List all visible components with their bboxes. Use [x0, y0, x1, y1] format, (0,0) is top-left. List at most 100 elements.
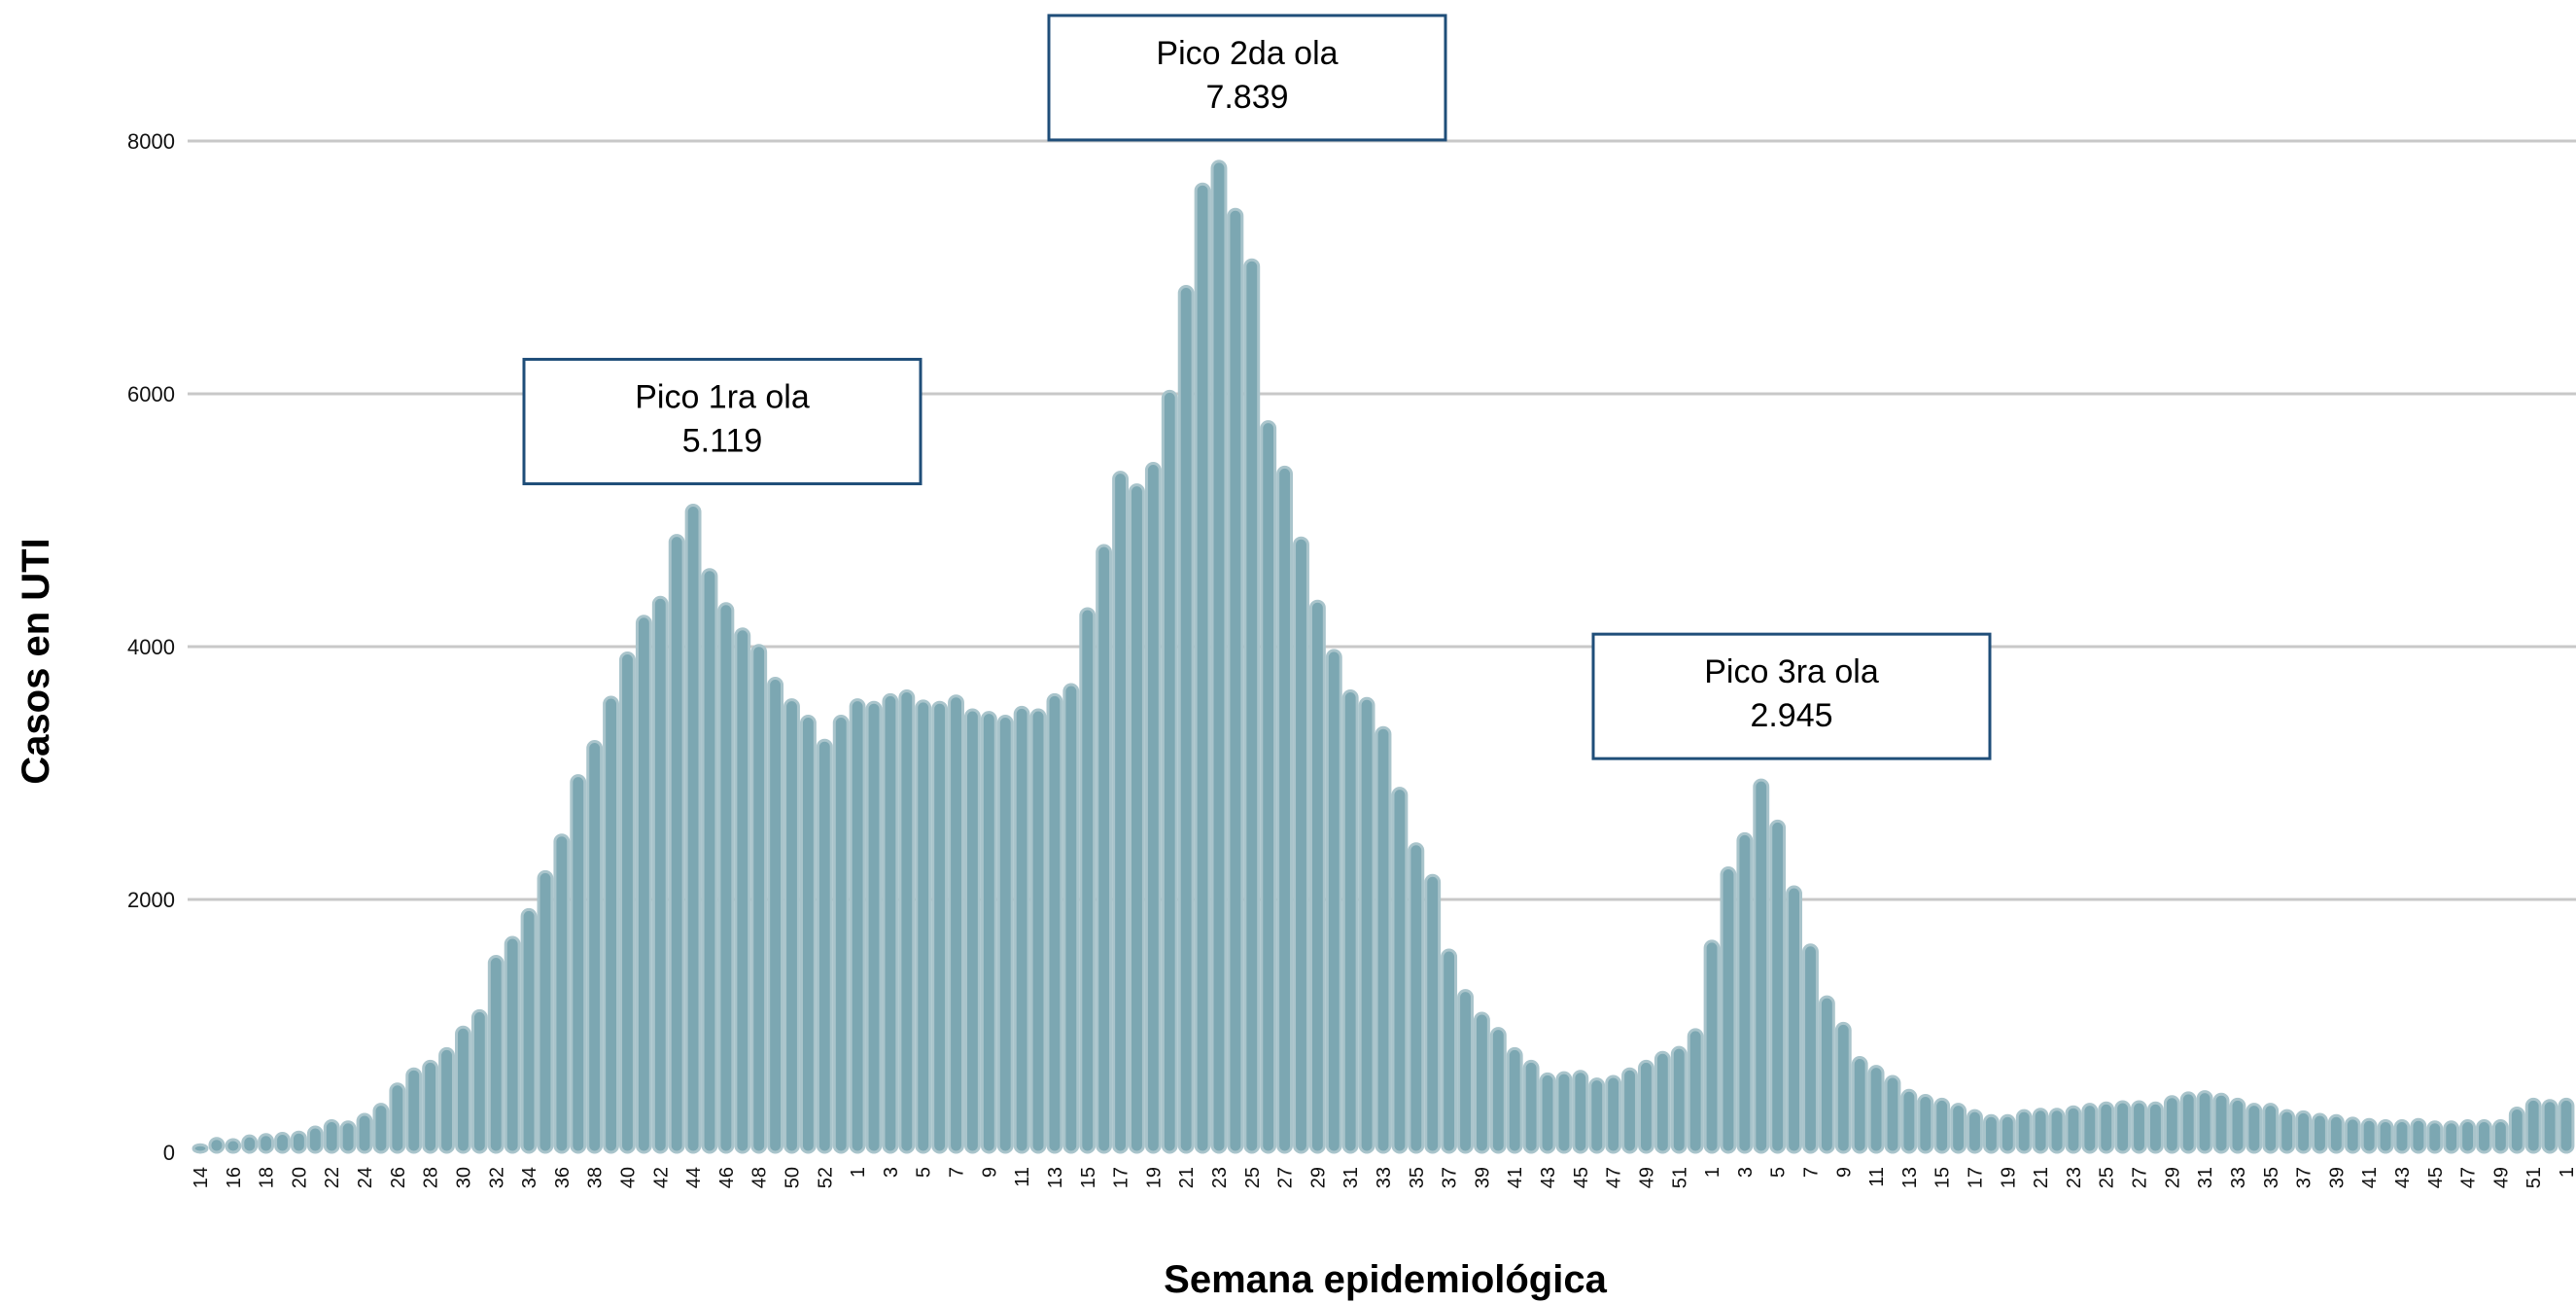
bar	[306, 1125, 324, 1154]
bar	[783, 698, 800, 1154]
x-tick-label: 38	[585, 1167, 607, 1188]
bar	[1834, 1021, 1852, 1154]
bar	[290, 1130, 307, 1154]
x-tick-label: 33	[2228, 1167, 2249, 1188]
x-tick-label: 39	[2326, 1167, 2348, 1188]
x-tick-label: 31	[1340, 1167, 1362, 1188]
bar	[1473, 1011, 1490, 1154]
bar	[2114, 1100, 2132, 1154]
bar	[635, 615, 652, 1154]
x-tick-label: 18	[257, 1167, 278, 1188]
bar	[1308, 599, 1326, 1154]
bar	[487, 955, 505, 1154]
x-tick-label: 11	[1866, 1167, 1888, 1187]
bar	[504, 935, 521, 1154]
bar	[356, 1112, 373, 1154]
bar	[570, 774, 587, 1154]
bars	[191, 159, 2575, 1154]
bar	[2524, 1097, 2542, 1154]
x-tick-label: 21	[1176, 1167, 1198, 1188]
bar	[1227, 207, 1244, 1154]
bar	[1818, 995, 1835, 1154]
bar	[274, 1132, 291, 1154]
x-tick-label: 23	[2064, 1167, 2085, 1188]
bar	[734, 627, 751, 1154]
x-tick-label: 35	[1407, 1167, 1428, 1188]
x-tick-label: 37	[2294, 1167, 2315, 1188]
bar	[1506, 1046, 1523, 1154]
bar	[1950, 1103, 1967, 1154]
x-tick-label: 47	[2458, 1167, 2480, 1188]
x-tick-label: 43	[1538, 1167, 1559, 1188]
x-tick-label: 25	[1242, 1167, 1264, 1188]
bar	[2015, 1109, 2033, 1154]
bar	[1129, 483, 1145, 1154]
bar	[1588, 1077, 1606, 1154]
bar	[389, 1082, 406, 1154]
bar	[520, 907, 538, 1154]
bar	[1736, 831, 1754, 1154]
bar	[2147, 1101, 2164, 1154]
x-tick-label: 3	[881, 1167, 902, 1178]
peak-annotation-title: Pico 3ra ola	[1704, 653, 1879, 690]
x-tick-label: 31	[2195, 1167, 2216, 1188]
bar	[2377, 1119, 2394, 1154]
bar	[816, 738, 833, 1154]
x-tick-label: 34	[519, 1167, 540, 1188]
y-axis-ticks: 0 2000 4000 6000 8000	[127, 129, 175, 1165]
bar	[882, 692, 899, 1154]
bar	[1079, 607, 1097, 1154]
peak-annotation-box	[522, 358, 922, 486]
bar	[2541, 1099, 2559, 1154]
bar	[1210, 159, 1228, 1154]
x-tick-label: 49	[2490, 1167, 2512, 1188]
bar	[1917, 1094, 1934, 1154]
bar	[1967, 1109, 1983, 1154]
bar	[339, 1120, 357, 1154]
x-tick-label: 42	[650, 1167, 672, 1188]
bar	[2312, 1112, 2328, 1154]
x-tick-label: 51	[1669, 1167, 1690, 1188]
x-tick-label: 30	[453, 1167, 474, 1188]
bar	[422, 1059, 439, 1154]
bar	[2491, 1119, 2509, 1154]
x-tick-label: 11	[1012, 1167, 1033, 1187]
bar	[323, 1119, 340, 1154]
x-tick-label: 7	[947, 1167, 968, 1178]
x-tick-label: 13	[1045, 1167, 1066, 1188]
x-axis-ticks: 14 16 18 20 22 24 26 28 30 32 34 36 38 40 42 44 46 48 50 52…	[191, 1167, 2576, 1188]
x-axis-title: Semana epidemiológica	[1164, 1258, 1607, 1301]
bar	[1670, 1045, 1688, 1154]
bar	[1243, 258, 1261, 1154]
bar	[438, 1046, 455, 1154]
bar	[1900, 1088, 1918, 1154]
bar	[684, 504, 702, 1154]
bar	[1375, 725, 1392, 1154]
bar	[701, 568, 718, 1154]
bar	[1260, 420, 1277, 1154]
bar	[2196, 1090, 2213, 1154]
x-tick-label: 37	[1440, 1167, 1461, 1188]
bar	[668, 534, 685, 1154]
x-tick-label: 21	[2031, 1167, 2052, 1188]
x-tick-label: 39	[1472, 1167, 1493, 1188]
bar	[1720, 866, 1737, 1154]
x-tick-label: 32	[486, 1167, 507, 1188]
x-tick-label: 28	[421, 1167, 442, 1188]
bar	[553, 833, 571, 1154]
x-tick-label: 20	[289, 1167, 310, 1188]
bar	[2360, 1117, 2378, 1154]
bar	[2032, 1108, 2049, 1154]
bar	[717, 602, 735, 1154]
bar	[1424, 873, 1442, 1154]
bar	[258, 1133, 275, 1154]
bar	[1177, 285, 1195, 1154]
bar	[898, 689, 916, 1154]
x-tick-label: 5	[914, 1167, 935, 1178]
x-tick-label: 1	[848, 1167, 869, 1178]
bar	[1341, 689, 1359, 1154]
x-tick-label: 27	[2130, 1167, 2151, 1188]
bar	[2098, 1101, 2115, 1154]
x-tick-label: 49	[1636, 1167, 1657, 1188]
x-tick-label: 33	[1374, 1167, 1395, 1188]
